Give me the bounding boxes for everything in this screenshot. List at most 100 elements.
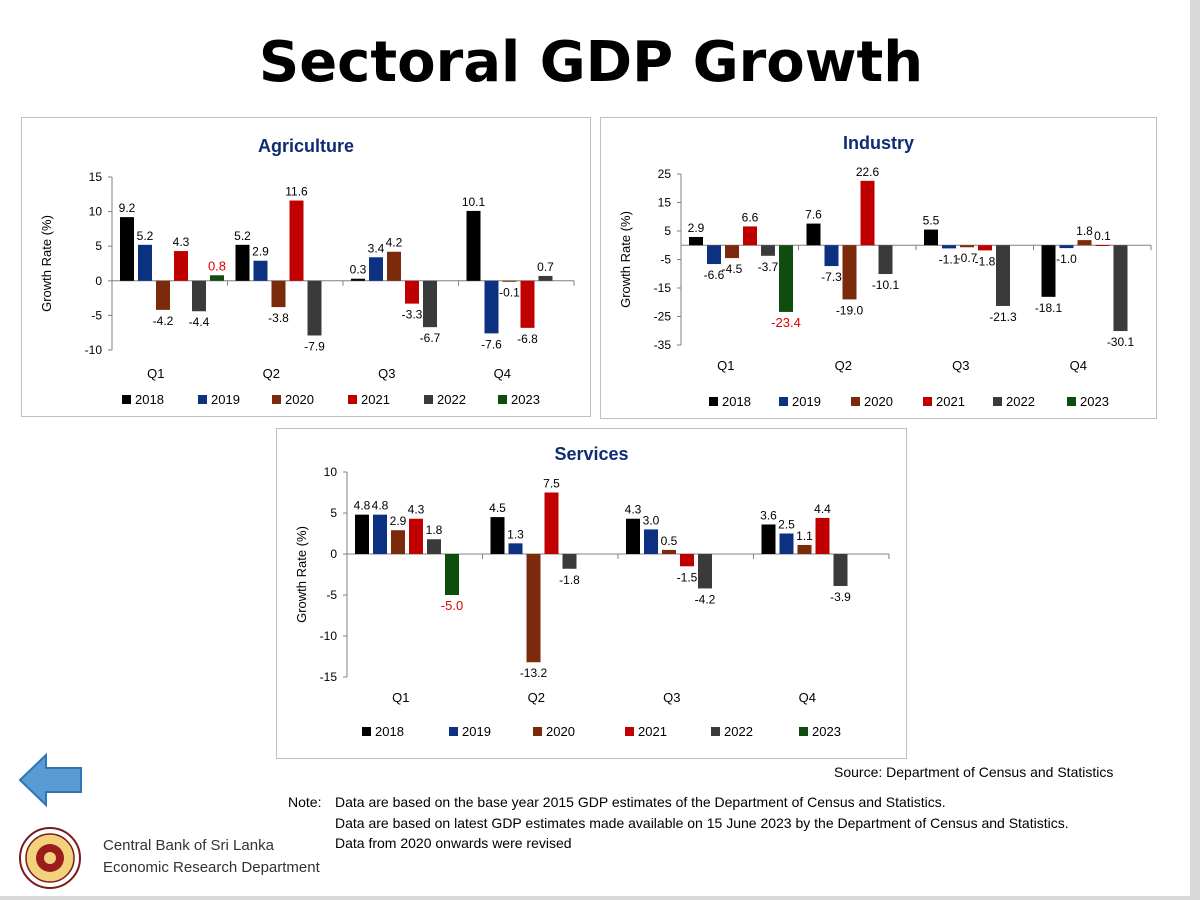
bar-2020-q3 [960,245,974,248]
data-label: -1.1 [939,252,960,266]
y-tick-label: -5 [660,253,671,267]
data-label: 6.6 [742,210,759,224]
category-label-q1: Q1 [147,366,164,381]
data-label: -6.8 [517,332,538,346]
data-label: -3.9 [830,590,851,604]
bar-2022-q4 [538,275,553,281]
bar-2022-q2 [878,245,893,275]
note-line-1: Data are based on the base year 2015 GDP… [335,794,946,810]
y-tick-label: 5 [95,239,102,253]
agriculture-chart-svg: Agriculture Growth Rate (%) 15 10 5 0 -5 -10 9.2… [39,136,575,407]
data-label: 0.8 [208,258,226,273]
data-label: 3.6 [760,508,777,522]
bar-2019-q1 [707,245,721,265]
bar-2019-q3 [644,529,658,554]
data-label: 5.5 [923,214,940,228]
bar-2022-q2 [307,280,322,336]
bar-2022-q1 [192,280,206,312]
source-note: Source: Department of Census and Statist… [834,764,1114,780]
y-tick-label: 10 [324,465,338,479]
page-title: Sectoral GDP Growth [258,30,924,95]
data-label: 0.3 [350,263,367,277]
category-label-q4: Q4 [1070,358,1087,373]
industry-chart: Industry Growth Rate (%) 25 15 5 -5 -15 -25 -35 2… [600,117,1157,419]
note-line-3: Data from 2020 onwards were revised [335,835,572,851]
org-dept: Economic Research Department [103,859,320,876]
data-label: -13.2 [520,666,548,680]
data-label: 1.3 [507,527,524,541]
legend-swatch-2022 [993,397,1002,406]
data-label: 5.2 [137,229,154,243]
data-label: 11.6 [285,185,308,199]
data-label: 0.1 [1094,229,1111,243]
data-label: -1.8 [975,254,996,268]
category-label-q3: Q3 [663,690,680,705]
bar-2021-q2 [544,492,559,554]
legend-swatch-2023 [1067,397,1076,406]
data-label: 4.8 [372,499,389,513]
note-line-2: Data are based on latest GDP estimates m… [335,815,1069,831]
category-label-q4: Q4 [799,690,816,705]
bar-2020-q3 [662,549,676,554]
y-tick-label: -35 [654,338,672,352]
data-label: 4.2 [386,236,403,250]
bar-2023-q1 [445,554,459,595]
data-label: 1.8 [1076,224,1093,238]
data-label: 5.2 [234,229,251,243]
bar-2021-q3 [405,280,419,304]
data-label: -3.3 [402,308,423,322]
bar-2019-q2 [253,260,268,281]
bar-2021-q1 [409,518,423,554]
central-bank-logo-icon [19,827,81,889]
data-label: -3.8 [268,311,289,325]
data-label: 4.5 [489,501,506,515]
data-label: -3.7 [758,260,779,274]
legend-swatch-2018 [362,727,371,736]
y-tick-label: 15 [658,196,672,210]
back-arrow-icon [18,752,82,808]
back-arrow-button[interactable] [18,752,84,813]
industry-chart-svg: Industry Growth Rate (%) 25 15 5 -5 -15 -25 -35 2… [618,133,1152,409]
bar-2018-q2 [235,244,250,281]
bar-2018-q4 [466,210,481,281]
bar-2022-q3 [423,280,437,328]
data-label: -18.1 [1035,301,1063,315]
bar-2021-q3 [978,245,992,251]
data-label: -0.7 [957,251,978,265]
category-label-q1: Q1 [392,690,409,705]
data-label: 4.3 [408,503,425,517]
bar-2021-q3 [680,554,694,567]
data-label: -23.4 [771,315,801,330]
y-tick-label: 0 [330,547,337,561]
bar-2020-q3 [387,251,401,281]
data-label: 4.8 [354,499,371,513]
bar-2022-q2 [562,554,577,569]
data-label: -6.6 [704,268,725,282]
legend-label-2021: 2021 [638,724,667,739]
bar-2018-q1 [355,514,369,554]
bar-2023-q1 [779,245,793,312]
slide-edge-bottom [0,896,1200,900]
services-chart-title: Services [554,444,628,464]
bar-2020-q1 [391,530,405,554]
bar-2018-q3 [351,278,365,281]
data-label: 9.2 [119,201,136,215]
data-label: 3.4 [368,241,385,255]
legend-label-2020: 2020 [285,392,314,407]
data-label: 4.3 [173,235,190,249]
bar-2020-q4 [502,280,517,282]
bar-2019-q1 [373,514,387,554]
bar-2018-q4 [1041,245,1056,297]
data-label: -1.0 [1056,252,1077,266]
legend-swatch-2018 [122,395,131,404]
bar-2021-q1 [743,226,757,246]
note-label: Note: [288,794,322,810]
bar-2020-q2 [526,554,541,663]
bar-2019-q2 [824,245,839,267]
y-tick-label: -10 [85,343,103,357]
legend-label-2020: 2020 [546,724,575,739]
slide-edge-right [1190,0,1200,900]
bar-2018-q1 [689,236,703,246]
data-label: -4.2 [153,314,174,328]
bar-2019-q3 [369,257,383,281]
